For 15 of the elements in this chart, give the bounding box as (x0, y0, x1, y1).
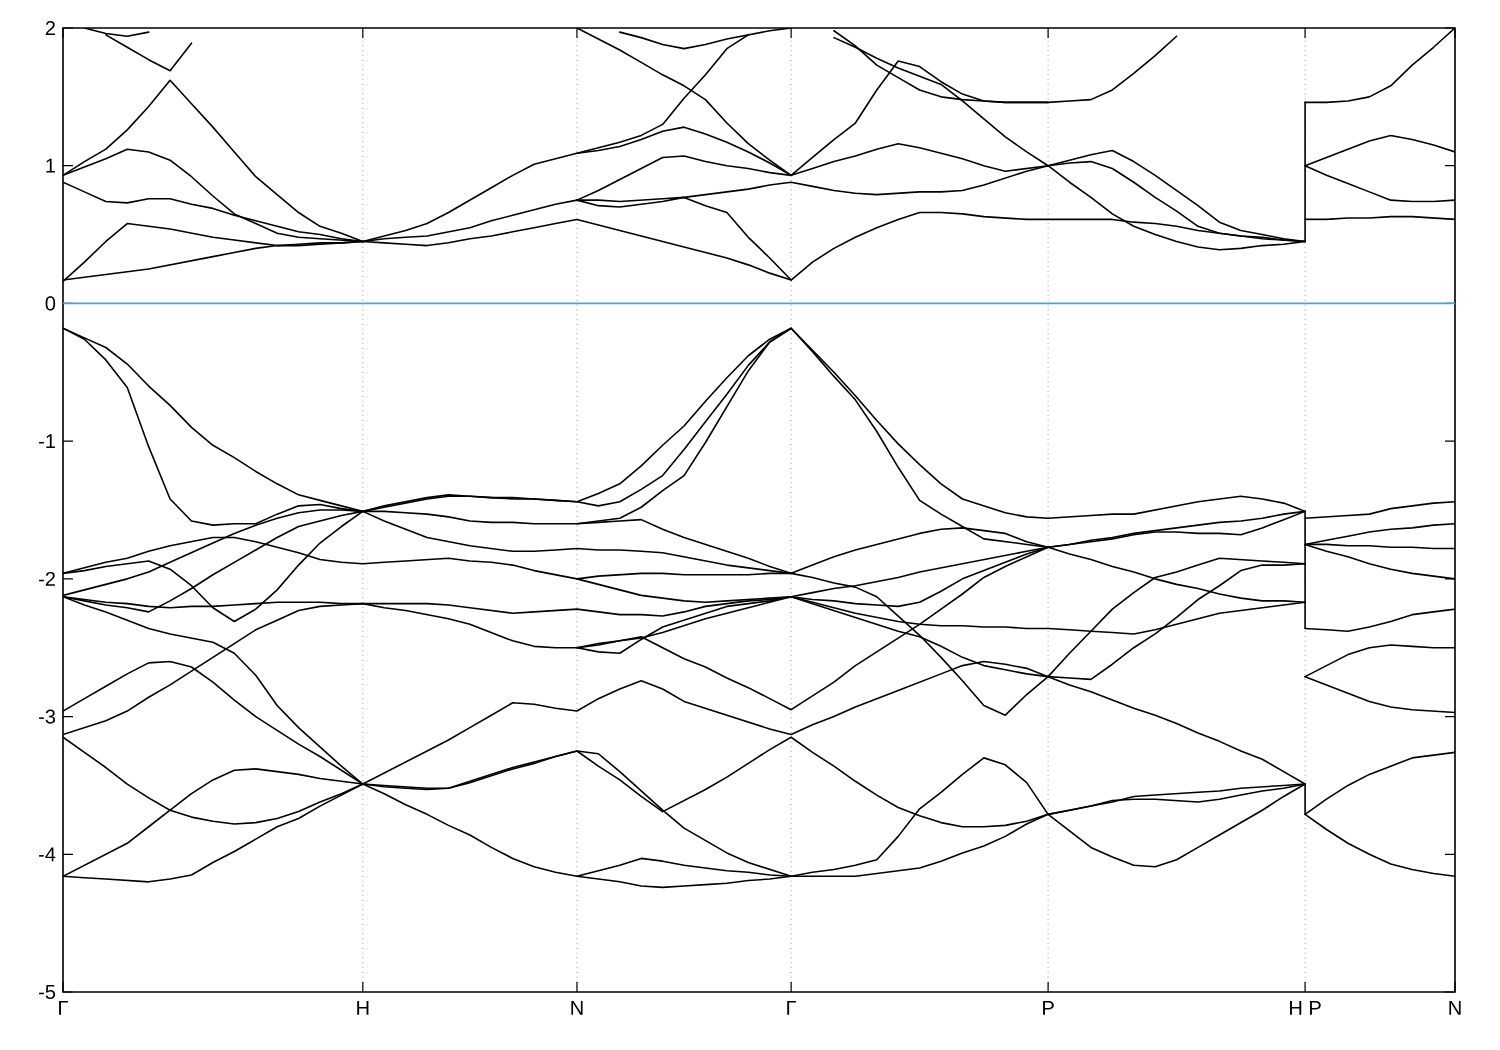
y-tick-label: -5 (39, 985, 56, 999)
y-tick-label: -3 (39, 709, 56, 724)
x-tick-label: Γ (59, 1001, 68, 1015)
y-tick-label: -4 (39, 847, 56, 862)
x-tick-label: H P (1290, 1001, 1321, 1015)
y-tick-label: 1 (46, 158, 55, 173)
y-tick-label: -2 (39, 571, 55, 586)
y-tick-label: -1 (39, 434, 55, 449)
x-tick-label: N (1449, 1001, 1461, 1015)
y-tick-label: 0 (45, 296, 56, 311)
x-tick-label: P (1043, 1001, 1054, 1015)
x-tick-label: N (571, 1001, 583, 1015)
x-tick-label: H (357, 1001, 369, 1015)
y-tick-label: 2 (45, 21, 55, 35)
x-tick-label: Γ (787, 1001, 797, 1015)
